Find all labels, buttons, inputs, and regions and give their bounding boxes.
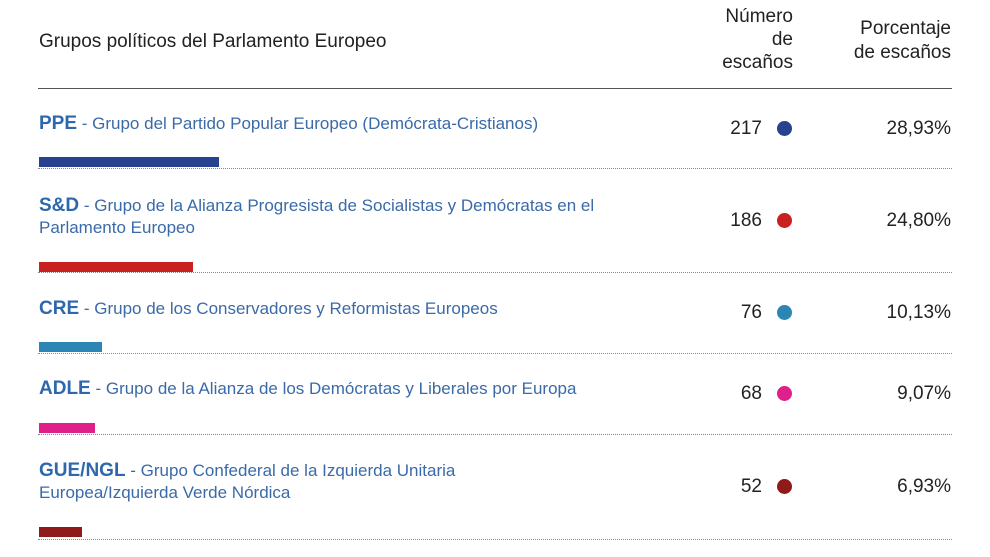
seat-count: 68: [740, 383, 762, 404]
group-abbr: S&D: [39, 195, 80, 216]
group-abbr: PPE: [39, 113, 78, 134]
group-name: GUE/NGL - Grupo Confederal de la Izquier…: [39, 460, 539, 504]
group-color-dot: [777, 479, 792, 494]
group-fullname: - Grupo de la Alianza de los Demócratas …: [90, 379, 577, 398]
row-divider: [38, 434, 952, 435]
row-divider: [38, 539, 952, 540]
group-fullname: - Grupo del Partido Popular Europeo (Dem…: [77, 114, 539, 133]
seat-count: 186: [730, 210, 762, 231]
seat-percentage: 9,07%: [897, 383, 951, 404]
header-group-label: Grupos políticos del Parlamento Europeo: [39, 31, 387, 52]
group-abbr: CRE: [39, 298, 80, 319]
seat-count: 52: [740, 476, 762, 497]
seat-percentage: 10,13%: [886, 302, 951, 323]
group-fullname: - Grupo de los Conservadores y Reformist…: [79, 299, 498, 318]
group-color-dot: [777, 305, 792, 320]
row-divider: [38, 168, 952, 169]
seat-bar: [39, 262, 193, 272]
group-fullname: - Grupo de la Alianza Progresista de Soc…: [39, 196, 595, 237]
seat-percentage: 6,93%: [897, 476, 951, 497]
seat-bar: [39, 423, 95, 433]
row-divider: [38, 272, 952, 273]
group-abbr: GUE/NGL: [39, 460, 126, 481]
seat-count: 217: [730, 118, 762, 139]
row-divider: [38, 353, 952, 354]
group-name: S&D - Grupo de la Alianza Progresista de…: [39, 195, 664, 239]
group-abbr: ADLE: [39, 378, 91, 399]
group-color-dot: [777, 121, 792, 136]
group-color-dot: [777, 213, 792, 228]
group-name: ADLE - Grupo de la Alianza de los Demócr…: [39, 378, 679, 400]
seat-bar: [39, 527, 82, 537]
group-fullname: - Grupo Confederal de la Izquierda Unita…: [39, 461, 456, 502]
group-name: CRE - Grupo de los Conservadores y Refor…: [39, 298, 679, 320]
header-seats-label: Número de escaños: [722, 6, 793, 73]
group-color-dot: [777, 386, 792, 401]
seat-bar: [39, 157, 219, 167]
seat-percentage: 24,80%: [886, 210, 951, 231]
seat-count: 76: [740, 302, 762, 323]
seat-percentage: 28,93%: [886, 118, 951, 139]
seat-bar: [39, 342, 102, 352]
header-divider: [38, 88, 952, 89]
header-pct-label: Porcentaje de escaños: [853, 18, 951, 63]
group-name: PPE - Grupo del Partido Popular Europeo …: [39, 113, 679, 135]
